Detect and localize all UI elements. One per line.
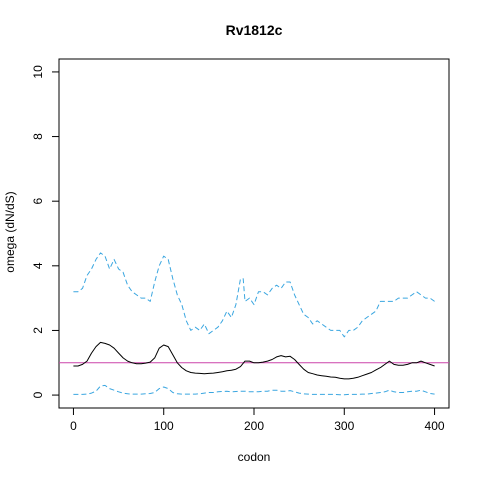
x-tick-label: 200: [244, 419, 264, 433]
x-axis-label: codon: [238, 450, 271, 464]
chart-title: Rv1812c: [226, 22, 283, 38]
y-tick-label: 4: [31, 262, 45, 269]
y-tick-label: 10: [31, 65, 45, 79]
y-tick-label: 0: [31, 391, 45, 398]
y-axis-label: omega (dN/dS): [3, 191, 17, 272]
y-tick-label: 2: [31, 327, 45, 334]
omega-line: [73, 341, 435, 380]
upper-bound-line: [73, 252, 435, 338]
x-tick-label: 300: [334, 419, 354, 433]
x-tick-label: 0: [70, 419, 77, 433]
x-tick-label: 400: [425, 419, 445, 433]
series-layer: [59, 252, 449, 396]
y-axis: 0 2 4 6 8 10: [31, 65, 59, 398]
x-axis: 0 100 200 300 400: [70, 407, 445, 433]
x-tick-label: 100: [154, 419, 174, 433]
lower-bound-line: [73, 384, 435, 396]
y-tick-label: 6: [31, 198, 45, 205]
y-tick-label: 8: [31, 133, 45, 140]
